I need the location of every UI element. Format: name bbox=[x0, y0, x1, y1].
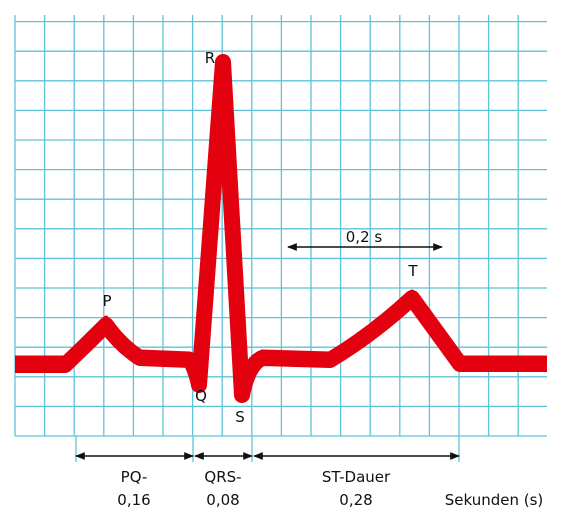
ecg-trace bbox=[15, 54, 547, 403]
unit-label: Sekunden (s) bbox=[445, 491, 544, 509]
wave-label-t: T bbox=[407, 262, 418, 280]
interval-st-value: 0,28 bbox=[339, 491, 372, 509]
interval-pq-value: 0,16 bbox=[117, 491, 150, 509]
interval-pq-name: PQ- bbox=[121, 468, 148, 486]
wave-label-s: S bbox=[235, 408, 245, 426]
wave-label-q: Q bbox=[195, 387, 207, 405]
interval-qrs-value: 0,08 bbox=[206, 491, 239, 509]
ecg-grid bbox=[14, 15, 547, 462]
wave-label-p: P bbox=[102, 292, 111, 310]
scale-bar-label: 0,2 s bbox=[346, 228, 383, 246]
ecg-trace-highlight bbox=[15, 59, 547, 393]
interval-qrs-name: QRS- bbox=[204, 468, 241, 486]
wave-label-r: R bbox=[205, 49, 215, 67]
interval-st-name: ST-Dauer bbox=[322, 468, 391, 486]
